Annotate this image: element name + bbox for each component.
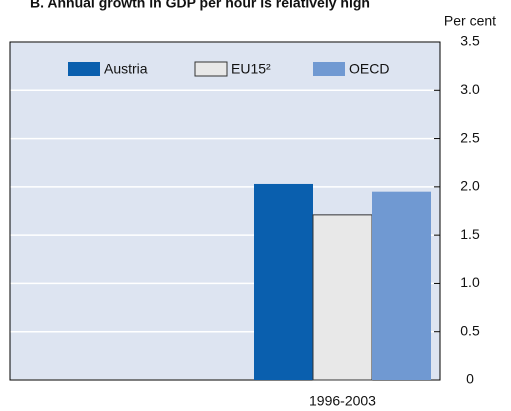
legend-label: OECD (349, 61, 389, 77)
y-axis-label: Per cent (444, 13, 496, 29)
legend-swatch (194, 61, 228, 77)
bar (312, 214, 373, 381)
plot-frame (9, 41, 441, 381)
legend-label: EU15² (231, 61, 271, 77)
legend-label: Austria (104, 61, 148, 77)
bar (372, 191, 431, 380)
y-tick-label: 3.5 (460, 33, 480, 49)
legend-swatch (313, 62, 345, 76)
bar (254, 183, 313, 380)
y-tick-label: 2.5 (460, 129, 480, 145)
x-tick-label: 1996-2003 (309, 393, 376, 409)
chart-title: B. Annual growth in GDP per hour is rela… (30, 0, 370, 11)
y-tick-label: 0 (466, 371, 474, 387)
y-tick-label: 0.5 (460, 322, 480, 338)
y-tick-label: 1.5 (460, 226, 480, 242)
y-tick-label: 1.0 (460, 274, 480, 290)
legend-swatch (68, 62, 100, 76)
y-tick-label: 2.0 (460, 178, 480, 194)
y-tick-label: 3.0 (460, 81, 480, 97)
